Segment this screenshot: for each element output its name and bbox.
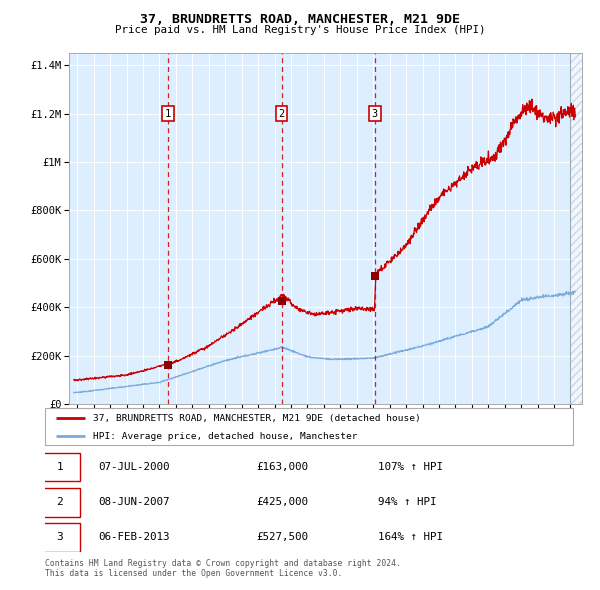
FancyBboxPatch shape bbox=[40, 487, 80, 517]
Text: 1: 1 bbox=[165, 109, 171, 119]
Text: £527,500: £527,500 bbox=[256, 532, 308, 542]
Text: 37, BRUNDRETTS ROAD, MANCHESTER, M21 9DE: 37, BRUNDRETTS ROAD, MANCHESTER, M21 9DE bbox=[140, 13, 460, 26]
Text: 3: 3 bbox=[56, 532, 63, 542]
Text: 107% ↑ HPI: 107% ↑ HPI bbox=[377, 462, 443, 472]
Text: 94% ↑ HPI: 94% ↑ HPI bbox=[377, 497, 436, 507]
Text: 37, BRUNDRETTS ROAD, MANCHESTER, M21 9DE (detached house): 37, BRUNDRETTS ROAD, MANCHESTER, M21 9DE… bbox=[92, 414, 420, 423]
Text: £163,000: £163,000 bbox=[256, 462, 308, 472]
Text: 07-JUL-2000: 07-JUL-2000 bbox=[98, 462, 169, 472]
Text: Contains HM Land Registry data © Crown copyright and database right 2024.: Contains HM Land Registry data © Crown c… bbox=[45, 559, 401, 568]
Bar bbox=[571, 53, 582, 404]
Text: 08-JUN-2007: 08-JUN-2007 bbox=[98, 497, 169, 507]
Text: 164% ↑ HPI: 164% ↑ HPI bbox=[377, 532, 443, 542]
Text: HPI: Average price, detached house, Manchester: HPI: Average price, detached house, Manc… bbox=[92, 432, 357, 441]
Text: Price paid vs. HM Land Registry's House Price Index (HPI): Price paid vs. HM Land Registry's House … bbox=[115, 25, 485, 35]
Text: This data is licensed under the Open Government Licence v3.0.: This data is licensed under the Open Gov… bbox=[45, 569, 343, 578]
FancyBboxPatch shape bbox=[40, 523, 80, 552]
Text: 2: 2 bbox=[278, 109, 285, 119]
Text: 3: 3 bbox=[372, 109, 378, 119]
Text: 2: 2 bbox=[56, 497, 63, 507]
Text: 06-FEB-2013: 06-FEB-2013 bbox=[98, 532, 169, 542]
Text: 1: 1 bbox=[56, 462, 63, 472]
FancyBboxPatch shape bbox=[45, 408, 573, 445]
Text: £425,000: £425,000 bbox=[256, 497, 308, 507]
FancyBboxPatch shape bbox=[40, 453, 80, 481]
